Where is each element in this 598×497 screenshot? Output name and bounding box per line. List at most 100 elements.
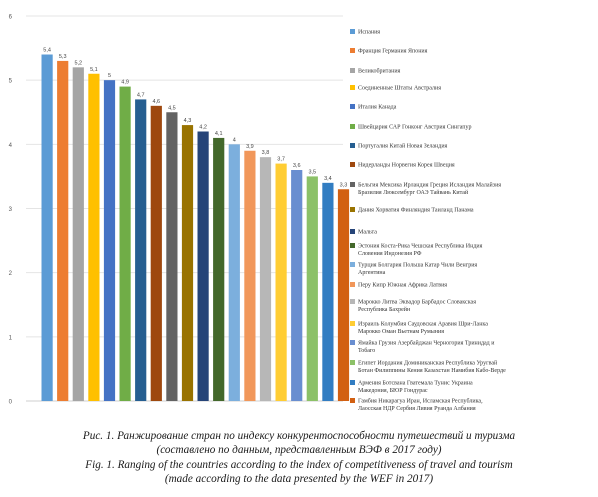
bar: [322, 182, 334, 401]
legend-entry: Египет Иордания Доминиканская Республика…: [350, 360, 506, 375]
bar: [306, 176, 318, 401]
legend-entry: Португалия Китай Новая Зеландия: [350, 143, 448, 150]
legend-swatch: [350, 360, 355, 365]
bar: [181, 125, 194, 401]
legend-entry: Соединенные Штаты Австралия: [350, 85, 441, 92]
legend-label: Франция Германия Япония: [358, 49, 428, 55]
bar-value-label: 4,2: [199, 125, 207, 131]
legend-label: Соединенные Штаты Австралия: [358, 86, 441, 92]
legend-swatch: [350, 229, 355, 234]
bar: [259, 157, 272, 401]
bar-value-label: 4,9: [121, 80, 129, 86]
caption-ru: Рис. 1. Ранжирование стран по индексу ко…: [0, 430, 598, 457]
legend-label: Швейцария САР Гонконг Австрия Сингапур: [358, 124, 472, 131]
bar-value-label: 5,2: [74, 60, 82, 66]
bar-value-label: 3,4: [324, 176, 332, 182]
bar-value-label: 3,5: [308, 169, 316, 175]
bar-value-label: 3,6: [293, 163, 301, 169]
legend-entry: Ямайка Грузия Азербайджан Черногория Три…: [350, 340, 495, 355]
bar-value-label: 5,4: [43, 48, 51, 54]
legend-entry: Дания Хорватия Финляндия Таиланд Панама: [350, 207, 474, 214]
caption-ru-line1: Рис. 1. Ранжирование стран по индексу ко…: [82, 430, 516, 442]
legend-label: Испания: [358, 30, 380, 36]
legend-label: Израиль Колумбия Саудовская Аравия Шри-Л…: [358, 321, 488, 336]
legend-label: Египет Иордания Доминиканская Республика…: [358, 360, 506, 375]
legend-label: Ямайка Грузия Азербайджан Черногория Три…: [358, 340, 495, 355]
bar-value-label: 5: [108, 73, 111, 79]
legend-swatch: [350, 380, 355, 385]
legend-label: Турция Болгария Польша Катар Чили Венгри…: [358, 263, 477, 277]
bar: [150, 105, 162, 401]
legend-label: Нидерланды Норвегия Корея Швеция: [358, 163, 455, 169]
legend-swatch: [350, 282, 355, 287]
bar-value-label: 4,7: [137, 92, 145, 98]
bar: [119, 86, 131, 401]
bar-value-label: 4,6: [152, 99, 160, 105]
legend-label: Эстония Коста-Рика Чешская Республика Ин…: [358, 243, 483, 258]
bar: [244, 150, 256, 401]
bar-value-label: 4,3: [184, 118, 192, 124]
legend-label: Гамбия Никарагуа Иран, Исламская Республ…: [358, 398, 483, 413]
bar: [228, 144, 240, 402]
legend-swatch: [350, 182, 355, 187]
bar-value-label: 4,1: [215, 131, 223, 137]
bar-chart: 0 1 2 3 4 5 6 5,4 5,3 5,2 5,1 5 4,9 4,7 4,6 4,5 4,3 4,2 4…: [9, 15, 506, 413]
legend-label: Великобритания: [358, 68, 401, 75]
legend-entry: Испания: [350, 29, 380, 36]
legend-swatch: [350, 48, 355, 53]
caption-en: Fig. 1. Ranging of the countries accordi…: [0, 459, 598, 486]
caption-en-line1: Fig. 1. Ranging of the countries accordi…: [85, 459, 513, 471]
bar-value-label: 3,9: [246, 144, 254, 150]
legend-label: Португалия Китай Новая Зеландия: [358, 143, 448, 150]
legend-swatch: [350, 143, 355, 148]
legend-swatch: [350, 124, 355, 129]
bar-value-label: 4,5: [168, 105, 176, 111]
legend-swatch: [350, 68, 355, 73]
legend-entry: Франция Германия Япония: [350, 48, 428, 55]
bar: [213, 137, 225, 401]
y-tick-label: 3: [9, 207, 13, 213]
bar-value-label: 3,7: [277, 157, 285, 163]
legend-entry: Мальта: [350, 229, 377, 236]
legend-swatch: [350, 85, 355, 90]
legend-entry: Нидерланды Норвегия Корея Швеция: [350, 162, 455, 169]
caption-ru-line2: (составлено по данным, представленным ВЭ…: [156, 443, 442, 456]
bar: [197, 131, 209, 401]
legend-swatch: [350, 398, 355, 403]
y-tick-label: 2: [9, 271, 13, 277]
legend-swatch: [350, 321, 355, 326]
bar: [275, 163, 287, 401]
bar: [337, 189, 350, 401]
legend-label: Армения Ботсвана Гватемала Тунис Украина…: [358, 381, 473, 395]
legend-swatch: [350, 262, 355, 267]
caption-en-line2: (made according to the data presented by…: [164, 472, 434, 485]
legend-label: Италия Канада: [358, 105, 397, 111]
bar: [57, 60, 69, 402]
bar-value-label: 4: [233, 137, 236, 143]
bar: [88, 73, 100, 401]
legend-entry: Израиль Колумбия Саудовская Аравия Шри-Л…: [350, 321, 488, 336]
legend: Испания Франция Германия Япония Великобрит…: [350, 29, 506, 412]
legend-swatch: [350, 340, 355, 345]
bar-value-label: 5,3: [59, 54, 67, 60]
legend-entry: Армения Ботсвана Гватемала Тунис Украина…: [350, 380, 473, 394]
legend-label: Перу Кипр Южная Африка Латвия: [358, 282, 447, 289]
bar: [166, 112, 178, 401]
legend-entry: Италия Канада: [350, 104, 397, 111]
bar: [291, 170, 303, 401]
y-tick-label: 6: [9, 15, 13, 21]
bar: [41, 54, 53, 401]
legend-swatch: [350, 162, 355, 167]
legend-entry: Турция Болгария Польша Катар Чили Венгри…: [350, 262, 477, 276]
legend-entry: Великобритания: [350, 68, 401, 75]
legend-entry: Перу Кипр Южная Африка Латвия: [350, 282, 447, 289]
legend-label: Марокко Литва Эквадор Барбадос Словакска…: [358, 299, 476, 314]
bar: [103, 80, 116, 402]
bar: [135, 99, 147, 402]
y-tick-label: 5: [9, 79, 13, 85]
y-tick-label: 4: [9, 143, 13, 149]
bars: [41, 54, 350, 402]
legend-swatch: [350, 29, 355, 34]
legend-entry: Швейцария САР Гонконг Австрия Сингапур: [350, 124, 472, 131]
legend-swatch: [350, 243, 355, 248]
